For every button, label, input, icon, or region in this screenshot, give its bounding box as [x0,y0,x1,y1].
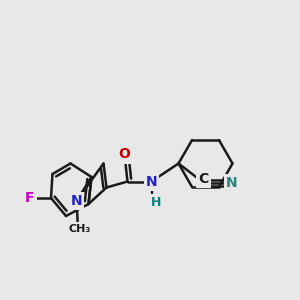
Text: N: N [146,175,157,188]
Text: F: F [25,191,35,205]
Text: C: C [198,172,208,186]
Text: O: O [118,148,130,161]
Text: CH₃: CH₃ [68,224,91,235]
Text: H: H [151,196,161,209]
Text: N: N [226,176,238,190]
Text: N: N [71,194,82,208]
